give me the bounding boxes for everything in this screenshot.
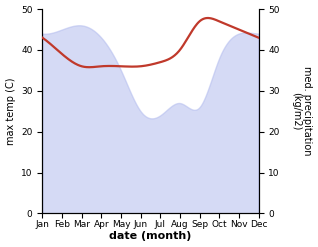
- Y-axis label: max temp (C): max temp (C): [5, 78, 16, 145]
- Y-axis label: med. precipitation
(kg/m2): med. precipitation (kg/m2): [291, 66, 313, 156]
- X-axis label: date (month): date (month): [109, 231, 192, 242]
